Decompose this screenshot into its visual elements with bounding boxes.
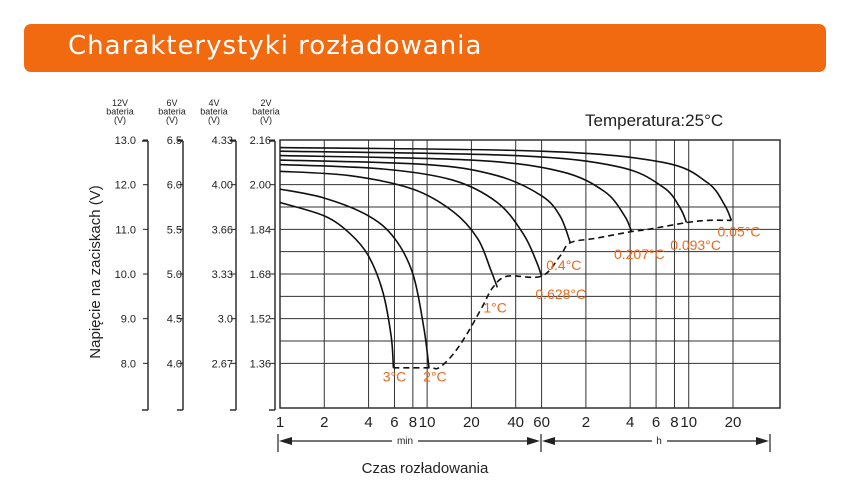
y-tick-label: 4.00: [212, 180, 233, 192]
y-tick-label: 1.84: [250, 224, 271, 236]
y-tick-label: 11.0: [115, 224, 136, 236]
axis-header-text: bateria: [252, 107, 280, 117]
curve-label: 2°C: [423, 369, 447, 385]
page-title: Charakterystyki rozładowania: [68, 31, 483, 61]
axis-header-text: 12V: [112, 98, 128, 108]
curve-label: 0.093°C: [670, 237, 721, 253]
y-tick-label: 4.33: [212, 135, 233, 147]
curve-label: 0.4°C: [546, 257, 581, 273]
x-tick-label: 60: [533, 414, 550, 431]
x-axis: 1 2 4 6 8 10 20 40 60 2 4 6 8 10 20: [276, 414, 771, 452]
axis-header-text: (V): [208, 115, 220, 125]
x-tick-label: 1: [276, 414, 284, 431]
y-tick-label: 10.0: [115, 269, 136, 281]
y-tick-label: 2.67: [212, 358, 233, 370]
min-arrow-left-head: [279, 437, 292, 445]
y-tick-label: 3.66: [212, 224, 233, 236]
y-tick-label: 12.0: [115, 180, 136, 192]
curve-label: 0.05°C: [718, 224, 761, 240]
y-tick-label: 6.0: [167, 180, 182, 192]
x-tick-label: 20: [463, 414, 480, 431]
axis-header-text: (V): [260, 115, 272, 125]
curve-labels: 3°C 2°C 1°C 0.628°C 0.4°C 0.207°C 0.093°C0.05°…: [383, 224, 761, 385]
x-tick-label: 6: [652, 414, 660, 431]
x-tick-label: 6: [390, 414, 398, 431]
axis-header-text: bateria: [106, 107, 134, 117]
y-tick-label: 3.0: [218, 314, 233, 326]
temperature-label: Temperatura:25°C: [585, 111, 723, 130]
axis-header-text: bateria: [200, 107, 228, 117]
curve-label: 0.207°C: [614, 246, 665, 262]
discharge-curve: [279, 154, 633, 232]
y-axis-title: Napięcie na zaciskach (V): [87, 185, 104, 358]
discharge-curve: [279, 170, 499, 288]
axis-header-text: 6V: [166, 98, 177, 108]
axis-header-text: (V): [114, 115, 126, 125]
h-arrow-left-head: [542, 437, 555, 445]
y-tick-label: 2.00: [250, 180, 271, 192]
x-axis-title: Czas rozładowania: [362, 460, 489, 477]
discharge-curve: [279, 146, 733, 221]
x-tick-label: 8: [670, 414, 678, 431]
curve-label: 1°C: [483, 300, 507, 316]
x-unit-h: h: [656, 436, 662, 447]
y-tick-label: 1.52: [250, 314, 271, 326]
x-tick-label: 4: [626, 414, 634, 431]
discharge-curve: [279, 163, 543, 277]
discharge-curve: [279, 188, 430, 368]
x-tick-label: 2: [582, 414, 590, 431]
min-arrow-right-head: [527, 437, 540, 445]
x-tick-label: 8: [409, 414, 417, 431]
h-arrow-right-head: [756, 437, 769, 445]
y-tick-label: 4.5: [167, 314, 182, 326]
y-tick-label: 4.0: [167, 358, 182, 370]
x-tick-label: 40: [507, 414, 524, 431]
y-tick-label: 1.36: [250, 358, 271, 370]
y-tick-label: 8.0: [121, 358, 136, 370]
axis-header-text: 4V: [208, 98, 219, 108]
x-unit-min: min: [397, 436, 413, 447]
x-tick-label: 4: [364, 414, 372, 431]
y-tick-label: 1.68: [250, 269, 271, 281]
x-tick-label: 10: [419, 414, 436, 431]
curve-label: 0.628°C: [535, 286, 586, 302]
grid: [279, 139, 781, 409]
curve-label: 3°C: [383, 369, 407, 385]
discharge-curve: [279, 201, 395, 368]
discharge-curve: [279, 159, 572, 243]
axis-header-text: 2V: [260, 98, 271, 108]
axis-header-text: bateria: [158, 107, 186, 117]
y-tick-label: 5.0: [167, 269, 182, 281]
y-tick-label: 2.16: [250, 135, 271, 147]
y-tick-label: 3.33: [212, 269, 233, 281]
x-tick-label: 10: [680, 414, 697, 431]
x-tick-label: 20: [725, 414, 742, 431]
title-bar: [24, 24, 826, 72]
axis-header-text: (V): [166, 115, 178, 125]
discharge-curve: [279, 150, 688, 223]
y-tick-label: 9.0: [121, 314, 136, 326]
x-tick-label: 2: [320, 414, 328, 431]
discharge-curves: [279, 146, 733, 370]
y-tick-label: 5.5: [167, 224, 182, 236]
y-tick-label: 6.5: [167, 135, 182, 147]
end-voltage-curve: [393, 219, 732, 370]
y-tick-label: 13.0: [115, 135, 136, 147]
voltage-axes: 12Vbateria(V)13.012.011.010.09.08.06Vbat…: [106, 98, 280, 411]
